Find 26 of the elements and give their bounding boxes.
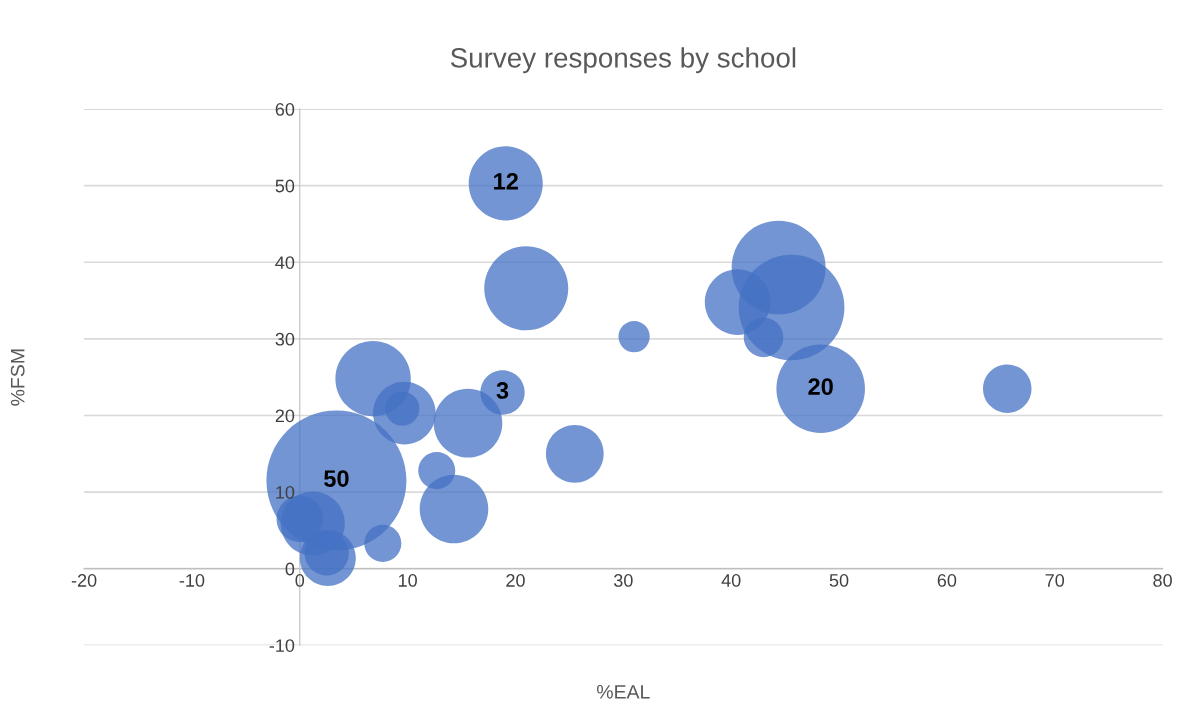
x-tick-label: 10 — [398, 574, 417, 587]
annotation: 50 — [324, 470, 349, 487]
y-tick-label: 30 — [275, 332, 295, 346]
x-tick-label: 30 — [613, 574, 633, 587]
y-tick-label: 0 — [285, 562, 295, 576]
annotation: 12 — [494, 173, 518, 190]
chart-title: Survey responses by school — [450, 47, 796, 74]
x-tick-label: 0 — [295, 574, 305, 587]
x-tick-label: 60 — [937, 574, 957, 587]
x-tick-label: 50 — [829, 574, 849, 587]
x-tick-label: -20 — [71, 574, 97, 587]
y-tick-label: 60 — [275, 103, 295, 116]
annotation: 3 — [496, 382, 509, 399]
x-tick-label: 80 — [1153, 574, 1172, 587]
y-tick-label: 20 — [275, 409, 295, 423]
y-tick-label: 10 — [276, 486, 295, 499]
x-tick-label: 20 — [506, 574, 525, 587]
y-tick-label: 50 — [275, 179, 295, 193]
y-tick-label: -10 — [269, 639, 295, 652]
x-tick-label: 70 — [1045, 574, 1065, 587]
y-axis-title: %FSM — [10, 349, 25, 406]
y-tick-label: 40 — [275, 256, 295, 269]
annotation: 20 — [808, 378, 833, 395]
x-axis-title: %EAL — [596, 685, 650, 699]
x-tick-label: 40 — [721, 574, 741, 587]
x-tick-label: -10 — [179, 574, 205, 587]
